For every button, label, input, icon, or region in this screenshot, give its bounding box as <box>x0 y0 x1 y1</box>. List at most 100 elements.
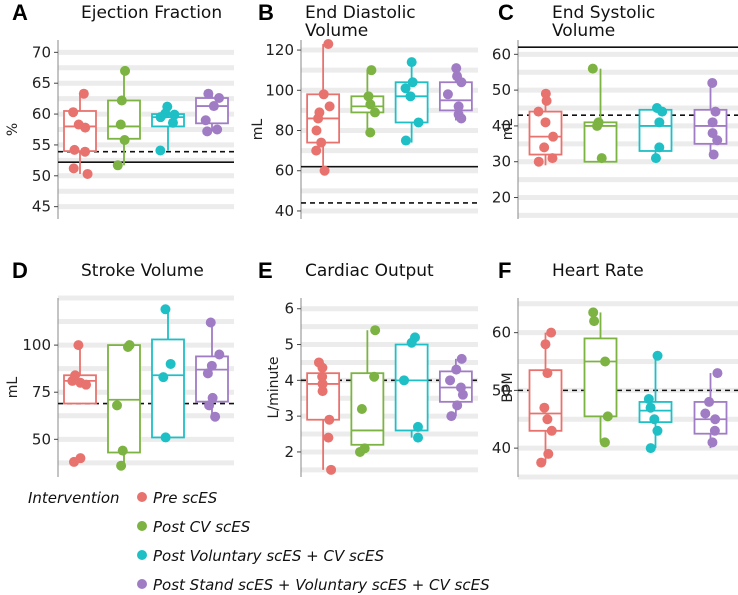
data-point <box>539 142 550 153</box>
data-point <box>323 432 334 443</box>
data-point <box>413 432 424 443</box>
data-point <box>80 122 91 133</box>
box-group <box>151 101 185 156</box>
data-point <box>457 389 468 400</box>
data-point <box>78 88 89 99</box>
data-point <box>413 117 424 128</box>
data-point <box>67 375 78 386</box>
y-axis-label: mL <box>5 377 21 399</box>
data-point <box>407 77 418 88</box>
data-point <box>710 106 721 117</box>
data-point <box>547 153 558 164</box>
box-group <box>583 307 618 448</box>
box <box>350 372 385 446</box>
data-point <box>68 163 79 174</box>
legend-swatch <box>137 492 147 502</box>
data-point <box>451 63 462 74</box>
data-point <box>317 362 328 373</box>
data-point <box>167 117 178 128</box>
data-point <box>645 443 656 454</box>
data-point <box>214 93 225 104</box>
data-point <box>707 437 718 448</box>
data-point <box>599 437 610 448</box>
y-axis-label: mL <box>500 119 516 141</box>
data-point <box>204 400 215 411</box>
data-point <box>68 456 79 467</box>
data-point <box>456 353 467 364</box>
data-point <box>169 109 180 120</box>
data-point <box>165 358 176 369</box>
y-tick-label: 70 <box>32 43 51 61</box>
data-point <box>160 432 171 443</box>
data-point <box>208 101 219 112</box>
y-tick-label: 65 <box>32 74 51 92</box>
data-point <box>645 402 656 413</box>
y-tick-label: 4 <box>284 371 294 389</box>
box <box>638 108 673 152</box>
box <box>107 344 141 454</box>
data-point <box>155 145 166 156</box>
data-point <box>318 89 329 100</box>
y-tick-label: 50 <box>492 381 511 399</box>
box-group <box>638 103 673 164</box>
y-tick-label: 100 <box>265 81 294 99</box>
data-point <box>317 371 328 382</box>
data-point <box>365 127 376 138</box>
box-group <box>63 88 97 179</box>
box-group <box>438 63 473 124</box>
data-point <box>400 83 411 94</box>
box <box>394 343 429 432</box>
data-point <box>657 106 668 117</box>
data-point <box>456 113 467 124</box>
data-point <box>406 57 417 68</box>
data-point <box>643 394 654 405</box>
box-group <box>350 65 385 138</box>
box-group <box>528 327 563 468</box>
data-point <box>709 425 720 436</box>
data-point <box>202 126 213 137</box>
box-group <box>693 77 728 160</box>
panel-title: Volume <box>305 21 368 41</box>
data-point <box>539 402 550 413</box>
data-point <box>602 411 613 422</box>
y-axis-label: % <box>5 123 21 136</box>
legend-item-label: Post CV scES <box>153 518 251 536</box>
y-tick-label: 50 <box>492 81 511 99</box>
data-point <box>317 378 328 389</box>
data-point <box>652 425 663 436</box>
data-point <box>712 368 723 379</box>
data-point <box>214 349 225 360</box>
y-tick-label: 45 <box>32 198 51 216</box>
box-group <box>63 340 97 467</box>
data-point <box>81 379 92 390</box>
data-point <box>649 414 660 425</box>
data-point <box>365 99 376 110</box>
data-point <box>710 414 721 425</box>
y-tick-label: 100 <box>22 336 51 354</box>
data-point <box>311 145 322 156</box>
data-point <box>654 142 665 153</box>
data-point <box>548 131 559 142</box>
data-point <box>117 445 128 456</box>
panel-d: D Stroke Volume 50 75 100 mL <box>5 258 234 477</box>
legend-swatch <box>137 521 147 531</box>
box-group <box>528 88 563 167</box>
data-point <box>543 448 554 459</box>
box-group <box>693 368 728 449</box>
panel-letter: B <box>258 0 274 25</box>
data-point <box>317 386 328 397</box>
legend-swatch <box>137 579 147 589</box>
data-point <box>326 464 337 475</box>
box <box>63 110 97 153</box>
data-point <box>588 307 599 318</box>
data-point <box>445 375 456 386</box>
data-point <box>206 360 217 371</box>
y-tick-label: 55 <box>32 136 51 154</box>
box <box>151 338 185 439</box>
data-point <box>80 146 91 157</box>
data-point <box>205 317 216 328</box>
data-point <box>700 408 711 419</box>
data-point <box>704 396 715 407</box>
data-point <box>650 153 661 164</box>
